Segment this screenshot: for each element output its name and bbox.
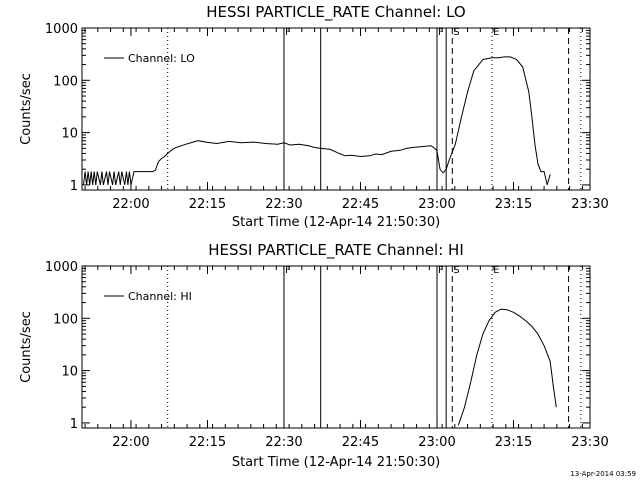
panel2-y-tick-label: 10: [61, 365, 78, 380]
panel2-x-tick-label: 23:30: [571, 435, 608, 450]
panel1-y-axis-label: Counts/sec: [19, 73, 34, 145]
panel2-x-tick-label: 22:45: [342, 435, 379, 450]
panel1-x-tick-label: 22:00: [112, 197, 149, 212]
panel1-x-tick-label: 23:30: [571, 197, 608, 212]
panel2-marker-label: F: [285, 265, 291, 276]
panel1-marker-label: F: [285, 27, 291, 38]
footer-timestamp: 13-Apr-2014 03:59: [570, 470, 636, 478]
panel1-y-tick-label: 1: [70, 179, 78, 194]
panel2-legend-label: Channel: HI: [128, 290, 192, 303]
panel1-series-line: [83, 56, 551, 186]
panel2-plot-frame: [81, 265, 591, 429]
panel1-x-axis-label: Start Time (12-Apr-14 21:50:30): [232, 215, 440, 230]
panel1-y-tick-label: 100: [53, 74, 78, 89]
panel2-marker-label: F: [438, 265, 444, 276]
panel2-y-tick-label: 100: [53, 312, 78, 327]
panel2-x-axis-label: Start Time (12-Apr-14 21:50:30): [232, 455, 440, 470]
panel1-x-tick-label: 22:30: [265, 197, 302, 212]
panel1-title: HESSI PARTICLE_RATE Channel: LO: [206, 3, 465, 22]
panel1-x-tick-label: 23:00: [418, 197, 455, 212]
panel2-y-tick-label: 1: [70, 417, 78, 432]
panel2-x-tick-label: 22:30: [265, 435, 302, 450]
panel2-marker-label: E: [493, 265, 499, 276]
panel1-plot-frame: [81, 27, 591, 191]
panel1-x-tick-label: 22:15: [189, 197, 226, 212]
panel1-x-tick-label: 22:45: [342, 197, 379, 212]
panel1-x-tick-label: 23:15: [495, 197, 532, 212]
panel2-marker-label: S: [453, 265, 459, 276]
panel1-y-tick-label: 1000: [45, 22, 78, 37]
panel2-y-axis-label: Counts/sec: [19, 311, 34, 383]
panel1-legend-label: Channel: LO: [128, 52, 195, 65]
panel1-marker-label: S: [453, 27, 459, 38]
panel2-x-tick-label: 23:15: [495, 435, 532, 450]
panel1-marker-label: F: [438, 27, 444, 38]
panel2-title: HESSI PARTICLE_RATE Channel: HI: [208, 241, 464, 260]
panel2-series-line: [457, 308, 557, 426]
panel2-x-tick-label: 23:00: [418, 435, 455, 450]
panel2-x-tick-label: 22:00: [112, 435, 149, 450]
panel1-marker-label: E: [493, 27, 499, 38]
panel2-y-tick-label: 1000: [45, 260, 78, 275]
panel2-x-tick-label: 22:15: [189, 435, 226, 450]
panel1-y-tick-label: 10: [61, 127, 78, 142]
